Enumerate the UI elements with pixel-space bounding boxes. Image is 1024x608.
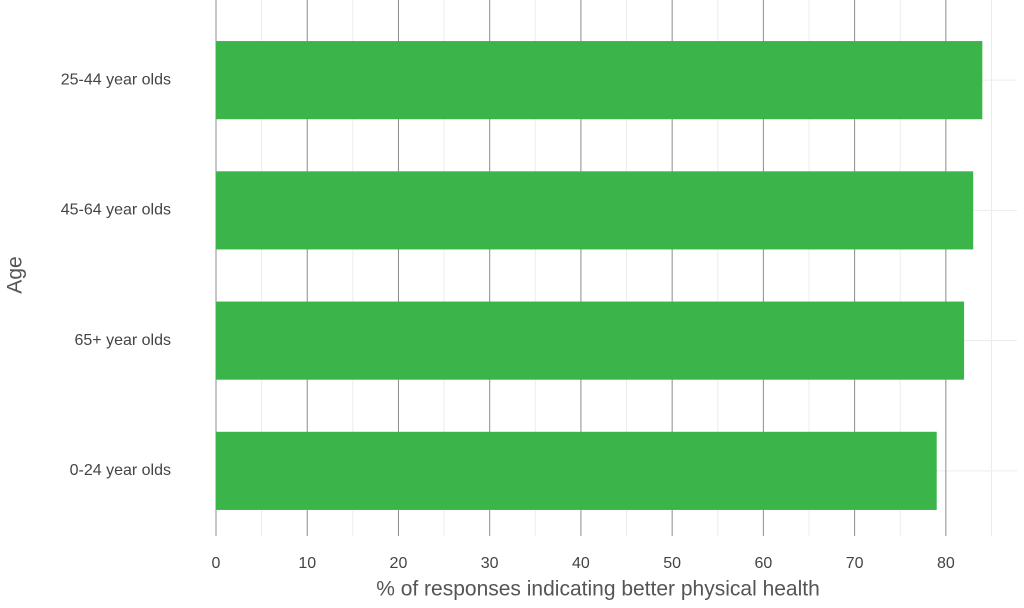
y-tick-label: 45-64 year olds [61, 202, 171, 219]
y-tick-label: 0-24 year olds [70, 462, 171, 479]
x-tick-label: 0 [212, 555, 221, 572]
x-tick-label: 40 [572, 555, 590, 572]
bar [216, 41, 983, 120]
y-tick-label: 65+ year olds [74, 332, 171, 349]
bar [216, 171, 974, 250]
x-tick-label: 70 [846, 555, 864, 572]
x-tick-label: 80 [937, 555, 955, 572]
y-tick-label: 25-44 year olds [61, 71, 171, 88]
x-tick-label: 50 [663, 555, 681, 572]
x-tick-label: 30 [481, 555, 499, 572]
bar [216, 431, 937, 510]
x-tick-label: 20 [390, 555, 408, 572]
y-axis-title: Age [4, 256, 27, 293]
x-axis-title: % of responses indicating better physica… [376, 578, 820, 601]
bar [216, 301, 965, 380]
x-tick-label: 10 [298, 555, 316, 572]
x-tick-label: 60 [754, 555, 772, 572]
